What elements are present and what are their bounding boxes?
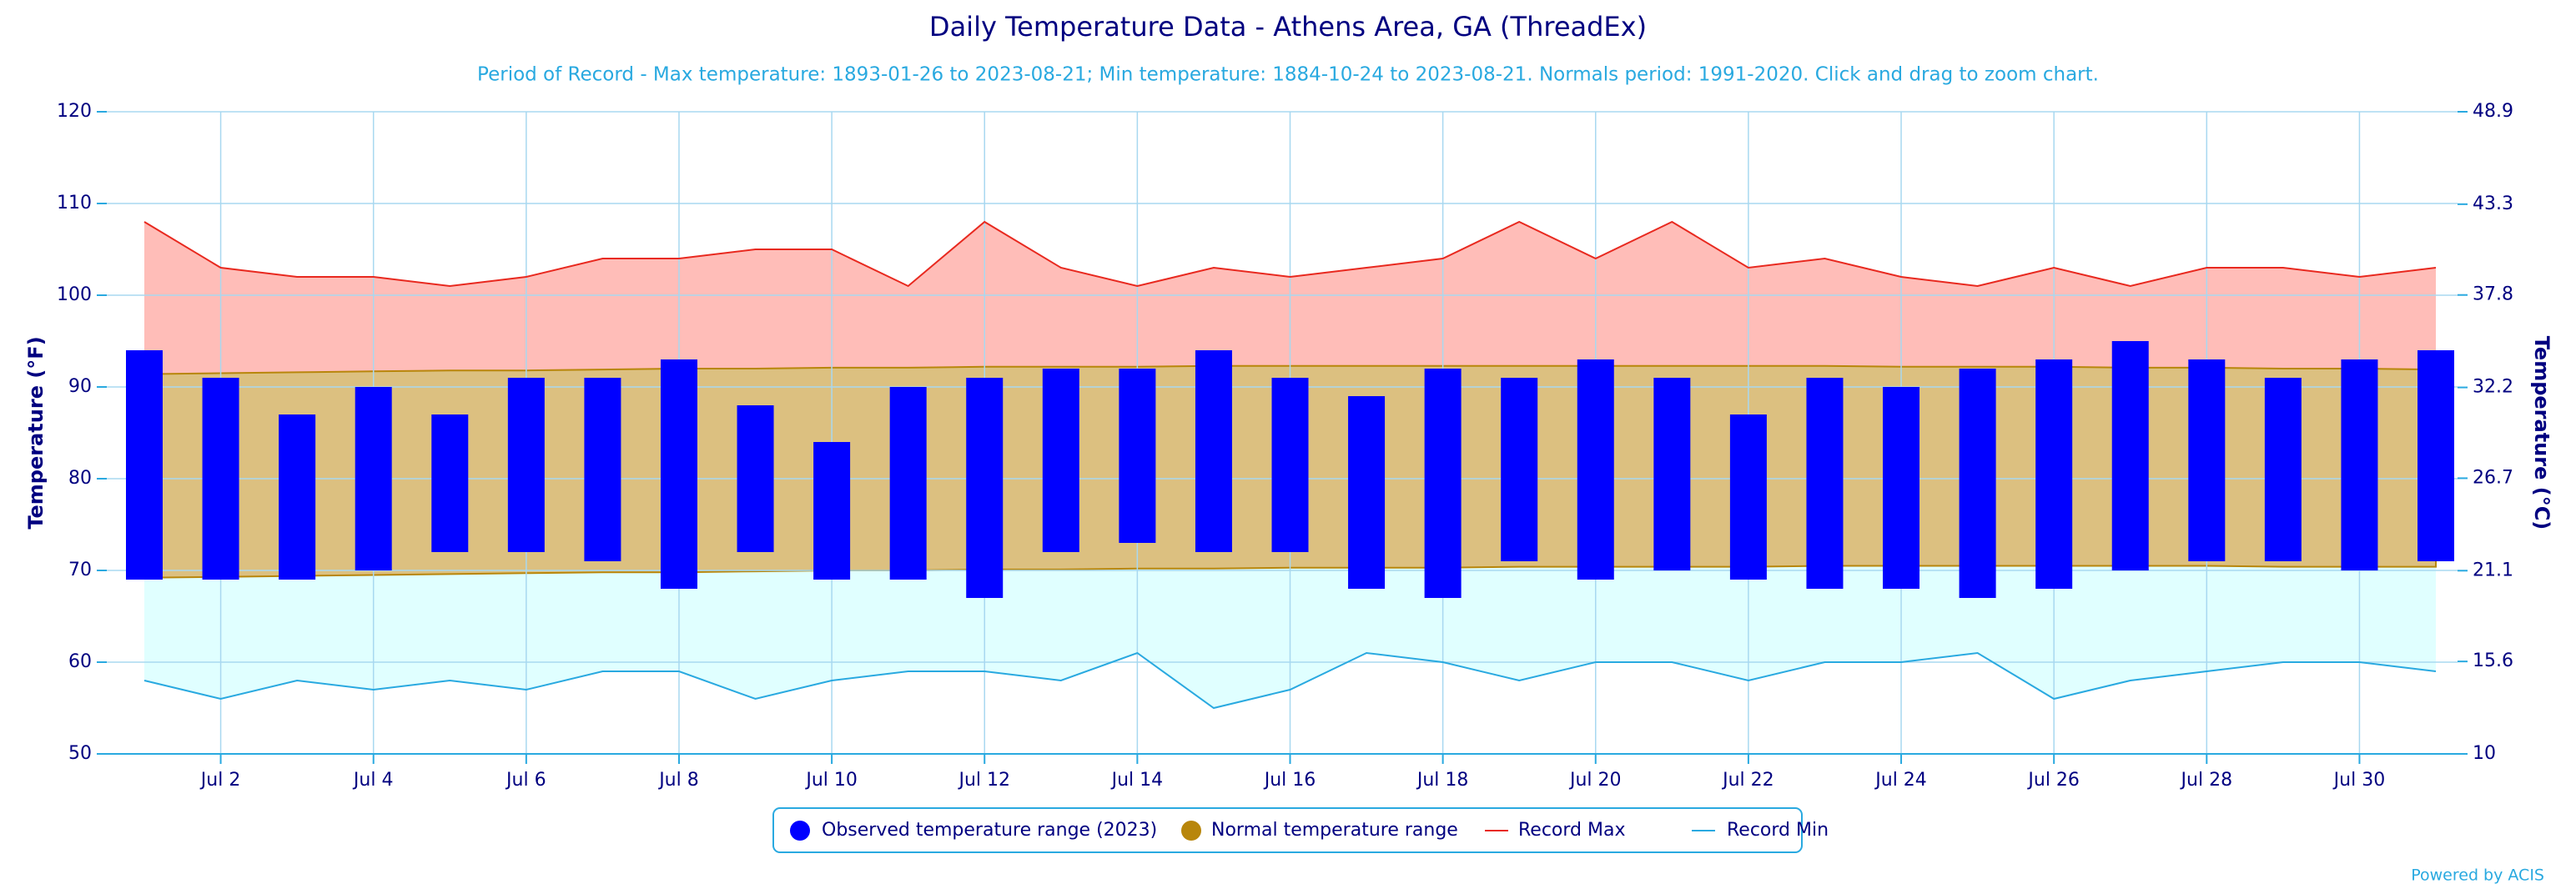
observed-bar <box>1653 378 1691 570</box>
x-tick-label: Jul 6 <box>505 770 546 791</box>
chart-title: Daily Temperature Data - Athens Area, GA… <box>929 11 1647 43</box>
x-tick-label: Jul 30 <box>2332 770 2386 791</box>
plot-area <box>107 111 2458 755</box>
x-tick-label: Jul 4 <box>352 770 394 791</box>
x-tick-label: Jul 10 <box>804 770 858 791</box>
observed-bar <box>1959 369 1996 598</box>
legend-label: Record Max <box>1518 820 1626 841</box>
observed-bar <box>2418 350 2454 561</box>
observed-bar <box>660 359 697 589</box>
y2-tick-label: 43.3 <box>2473 193 2513 214</box>
y2-tick-label: 37.8 <box>2473 284 2513 305</box>
credit[interactable]: Powered by ACIS <box>2411 866 2544 885</box>
observed-bar <box>202 378 239 580</box>
observed-bar <box>813 442 851 580</box>
x-tick-label: Jul 18 <box>1416 770 1469 791</box>
observed-bar <box>1577 359 1614 580</box>
x-tick-label: Jul 28 <box>2180 770 2233 791</box>
x-tick-label: Jul 16 <box>1263 770 1316 791</box>
observed-bar <box>2188 359 2226 561</box>
y-tick-label: 120 <box>57 101 92 122</box>
x-tick-label: Jul 20 <box>1568 770 1622 791</box>
observed-bar <box>1806 378 1844 589</box>
y2-tick-label: 15.6 <box>2473 650 2513 671</box>
x-tick-label: Jul 14 <box>1110 770 1164 791</box>
observed-bar <box>1119 369 1156 543</box>
chart-subtitle: Period of Record - Max temperature: 1893… <box>477 64 2099 86</box>
y2-tick-label: 10 <box>2473 743 2496 764</box>
legend-label: Observed temperature range (2023) <box>822 820 1157 841</box>
y2-tick-label: 21.1 <box>2473 560 2513 580</box>
x-tick-label: Jul 22 <box>1721 770 1774 791</box>
x-tick-label: Jul 8 <box>657 770 699 791</box>
legend-box <box>772 807 1803 853</box>
observed-bar <box>2111 341 2149 570</box>
x-tick-label: Jul 2 <box>199 770 241 791</box>
observed-bar <box>1195 350 1232 552</box>
legend-label: Record Min <box>1727 820 1829 841</box>
observed-bar <box>737 405 774 552</box>
y-tick-label: 60 <box>68 651 92 672</box>
y-tick-label: 100 <box>57 284 92 305</box>
y2-tick-label: 26.7 <box>2473 467 2513 488</box>
observed-bar <box>2264 378 2302 561</box>
observed-bar <box>1883 387 1920 589</box>
y2-tick-label: 48.9 <box>2473 101 2513 122</box>
y-axis-title: Temperature (°F) <box>24 336 48 529</box>
observed-bar <box>1729 414 1767 580</box>
observed-bar <box>889 387 927 580</box>
observed-bar <box>1042 369 1079 552</box>
y2-axis-title: Temperature (°C) <box>2530 336 2553 530</box>
observed-bar <box>126 350 163 580</box>
y-tick-label: 80 <box>68 468 92 489</box>
observed-bar <box>584 378 621 561</box>
x-tick-label: Jul 12 <box>957 770 1010 791</box>
observed-bar <box>1424 369 1462 598</box>
observed-bar <box>431 414 469 552</box>
record-line <box>143 651 2437 710</box>
legend-dot <box>790 821 810 841</box>
legend-dot <box>1181 821 1201 841</box>
observed-bar <box>2341 359 2378 570</box>
observed-bar <box>966 378 1004 598</box>
y2-tick-label: 32.2 <box>2473 377 2513 398</box>
y-tick-label: 90 <box>68 376 92 397</box>
legend-label: Normal temperature range <box>1211 820 1458 841</box>
x-tick-label: Jul 24 <box>1874 770 1927 791</box>
y-tick-label: 70 <box>68 560 92 580</box>
observed-bar <box>507 378 545 552</box>
record-line <box>143 220 2437 288</box>
observed-bar <box>1271 378 1309 552</box>
y-tick-label: 110 <box>57 193 92 213</box>
y-tick-label: 50 <box>68 743 92 764</box>
observed-bar <box>355 387 392 570</box>
x-tick-label: Jul 26 <box>2026 770 2080 791</box>
observed-bar <box>1501 378 1538 561</box>
observed-bar <box>279 414 316 580</box>
observed-bar <box>2035 359 2073 589</box>
observed-bar <box>1348 396 1386 589</box>
